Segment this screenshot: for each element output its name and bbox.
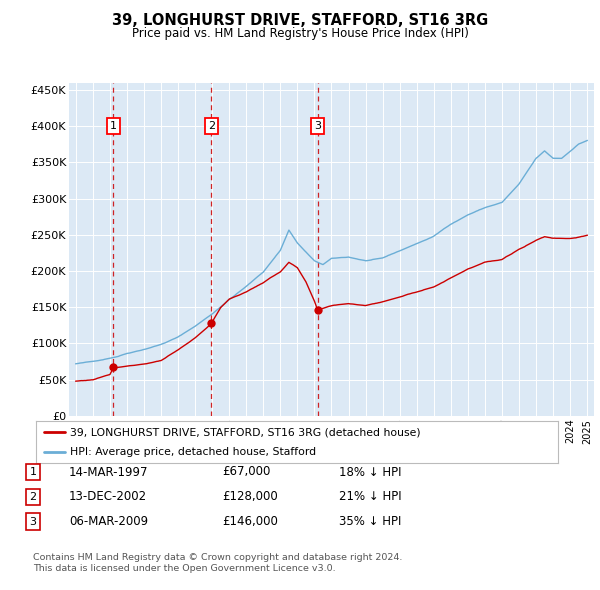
Text: 21% ↓ HPI: 21% ↓ HPI	[339, 490, 401, 503]
Text: Contains HM Land Registry data © Crown copyright and database right 2024.: Contains HM Land Registry data © Crown c…	[33, 553, 403, 562]
Text: 2: 2	[208, 121, 215, 131]
Text: £146,000: £146,000	[222, 515, 278, 528]
Text: 1: 1	[110, 121, 117, 131]
Text: 1: 1	[29, 467, 37, 477]
Text: 3: 3	[29, 517, 37, 526]
Text: £128,000: £128,000	[222, 490, 278, 503]
Text: £67,000: £67,000	[222, 466, 271, 478]
Text: HPI: Average price, detached house, Stafford: HPI: Average price, detached house, Staf…	[70, 447, 316, 457]
Text: 35% ↓ HPI: 35% ↓ HPI	[339, 515, 401, 528]
Text: 2: 2	[29, 492, 37, 502]
Text: Price paid vs. HM Land Registry's House Price Index (HPI): Price paid vs. HM Land Registry's House …	[131, 27, 469, 40]
Text: 18% ↓ HPI: 18% ↓ HPI	[339, 466, 401, 478]
Text: 13-DEC-2002: 13-DEC-2002	[69, 490, 147, 503]
Text: 39, LONGHURST DRIVE, STAFFORD, ST16 3RG (detached house): 39, LONGHURST DRIVE, STAFFORD, ST16 3RG …	[70, 427, 421, 437]
Text: 39, LONGHURST DRIVE, STAFFORD, ST16 3RG: 39, LONGHURST DRIVE, STAFFORD, ST16 3RG	[112, 13, 488, 28]
Text: This data is licensed under the Open Government Licence v3.0.: This data is licensed under the Open Gov…	[33, 565, 335, 573]
Text: 14-MAR-1997: 14-MAR-1997	[69, 466, 149, 478]
Text: 3: 3	[314, 121, 321, 131]
Text: 06-MAR-2009: 06-MAR-2009	[69, 515, 148, 528]
